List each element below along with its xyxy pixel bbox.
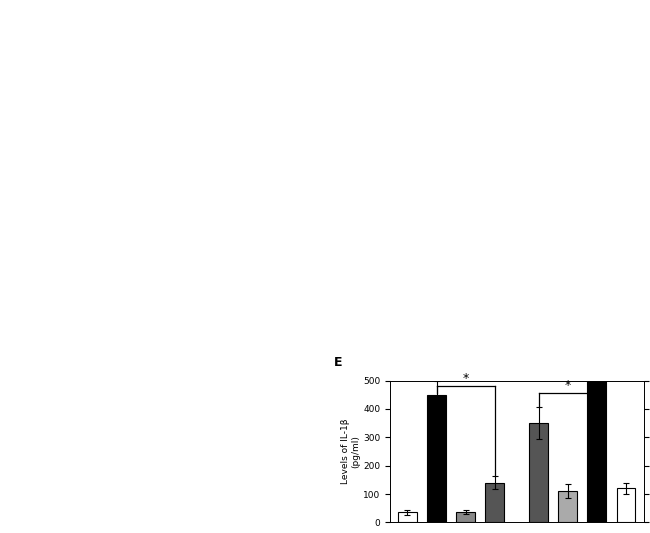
Bar (529, 423, 548, 522)
Bar (456, 512, 475, 522)
Text: *: * (565, 379, 571, 392)
Bar (486, 483, 504, 522)
Bar (617, 488, 636, 522)
Y-axis label: Levels of IL-1β
(pg/ml): Levels of IL-1β (pg/ml) (341, 419, 360, 484)
Bar (427, 395, 446, 522)
Bar (558, 491, 577, 522)
Bar (588, 318, 606, 522)
Text: E: E (334, 357, 343, 369)
Bar (398, 512, 417, 522)
Text: *: * (463, 372, 469, 385)
